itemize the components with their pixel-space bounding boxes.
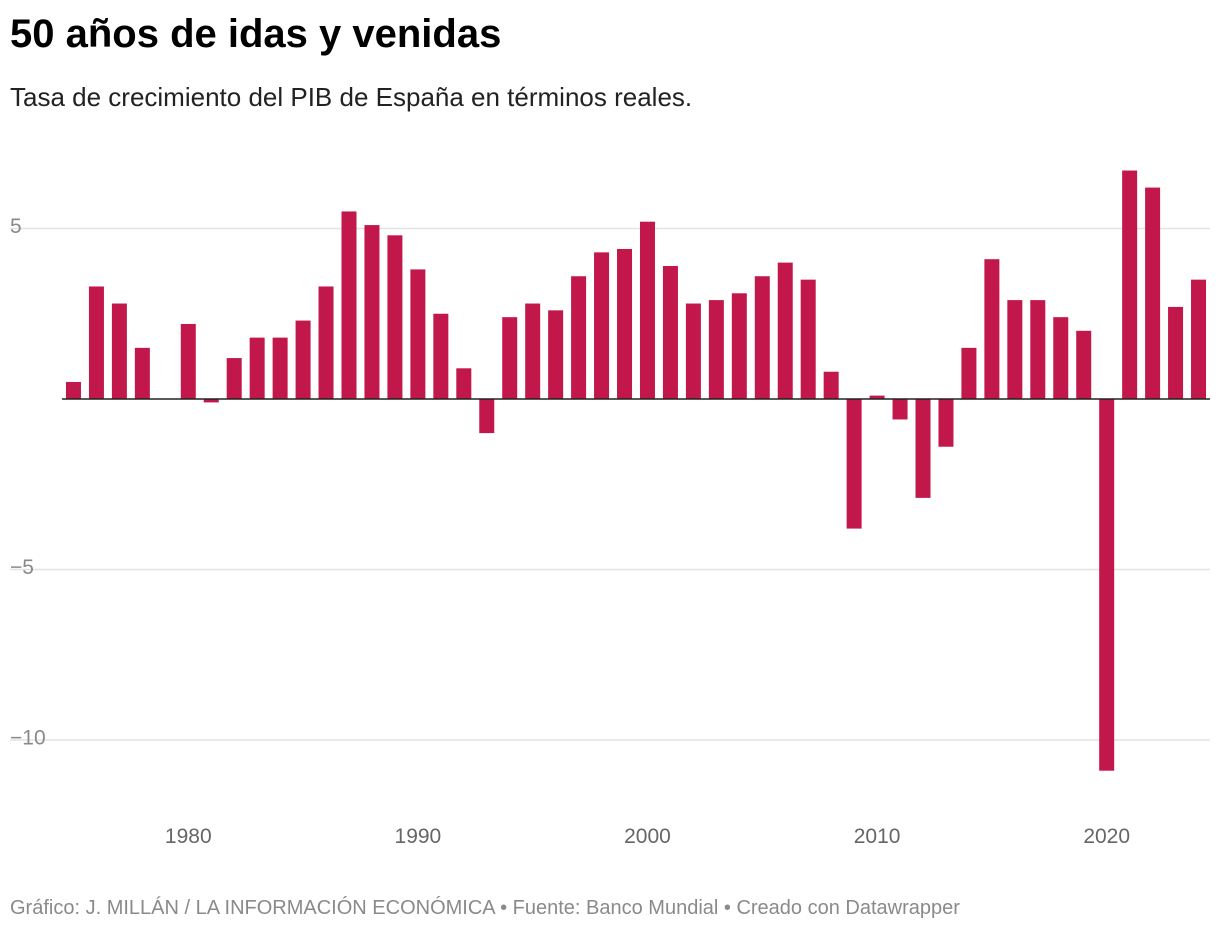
- bar-2001: [662, 266, 678, 399]
- bars: [65, 170, 1207, 771]
- chart-title: 50 años de idas y venidas: [10, 12, 502, 56]
- bar-1984: [272, 337, 288, 399]
- x-tick-label: 2010: [854, 825, 901, 848]
- bar-1986: [318, 286, 334, 399]
- bar-1987: [341, 211, 357, 399]
- bar-2009: [846, 399, 862, 529]
- bar-1982: [226, 358, 242, 399]
- bar-1975: [65, 381, 81, 399]
- bar-2023: [1168, 306, 1184, 399]
- bar-1990: [410, 269, 426, 399]
- bar-1981: [203, 399, 219, 403]
- x-tick-label: 2000: [624, 825, 671, 848]
- y-tick-label: −10: [10, 727, 46, 750]
- x-tick-label: 1980: [165, 825, 212, 848]
- bar-1991: [433, 313, 449, 399]
- bar-1983: [249, 337, 265, 399]
- bar-2008: [823, 371, 839, 399]
- bar-2011: [892, 399, 908, 420]
- bar-1977: [111, 303, 127, 399]
- bar-1993: [479, 399, 495, 434]
- bar-2006: [777, 262, 793, 399]
- bar-1998: [594, 252, 610, 399]
- bar-2000: [639, 221, 655, 399]
- bar-2024: [1191, 279, 1207, 399]
- bar-1994: [502, 317, 518, 399]
- bar-1995: [525, 303, 541, 399]
- bar-1976: [88, 286, 104, 399]
- bar-2022: [1145, 187, 1161, 399]
- bar-2012: [915, 399, 931, 498]
- bar-2005: [754, 276, 770, 399]
- bar-chart: 5 −5 −10 1980 1990 2000 2010 2020: [10, 170, 1210, 848]
- bar-1996: [548, 310, 564, 399]
- bar-2002: [685, 303, 701, 399]
- x-tick-label: 1990: [395, 825, 442, 848]
- bar-2019: [1076, 330, 1092, 399]
- bar-2003: [708, 300, 724, 399]
- bar-2004: [731, 293, 747, 399]
- bar-1980: [180, 323, 196, 399]
- bar-1989: [387, 235, 403, 399]
- bar-2015: [984, 259, 1000, 399]
- bar-2007: [800, 279, 816, 399]
- bar-2017: [1030, 300, 1046, 399]
- bar-2018: [1053, 317, 1069, 399]
- bar-2014: [961, 347, 977, 399]
- axes: 5 −5 −10 1980 1990 2000 2010 2020: [10, 215, 1210, 848]
- bar-1978: [134, 347, 150, 399]
- source-footer: Gráfico: J. MILLÁN / LA INFORMACIÓN ECON…: [10, 897, 960, 919]
- bar-2021: [1122, 170, 1138, 399]
- chart-subtitle: Tasa de crecimiento del PIB de España en…: [10, 82, 693, 112]
- bar-1988: [364, 225, 380, 399]
- bar-1997: [571, 276, 587, 399]
- bar-2013: [938, 399, 954, 447]
- bar-1999: [617, 248, 633, 399]
- bar-1992: [456, 368, 472, 399]
- gridlines: [10, 227, 1210, 741]
- x-tick-label: 2020: [1083, 825, 1130, 848]
- bar-2010: [869, 395, 885, 399]
- y-tick-label: −5: [10, 556, 34, 579]
- y-tick-label: 5: [10, 215, 22, 238]
- bar-2016: [1007, 300, 1023, 399]
- bar-2020: [1099, 399, 1115, 771]
- bar-1985: [295, 320, 311, 399]
